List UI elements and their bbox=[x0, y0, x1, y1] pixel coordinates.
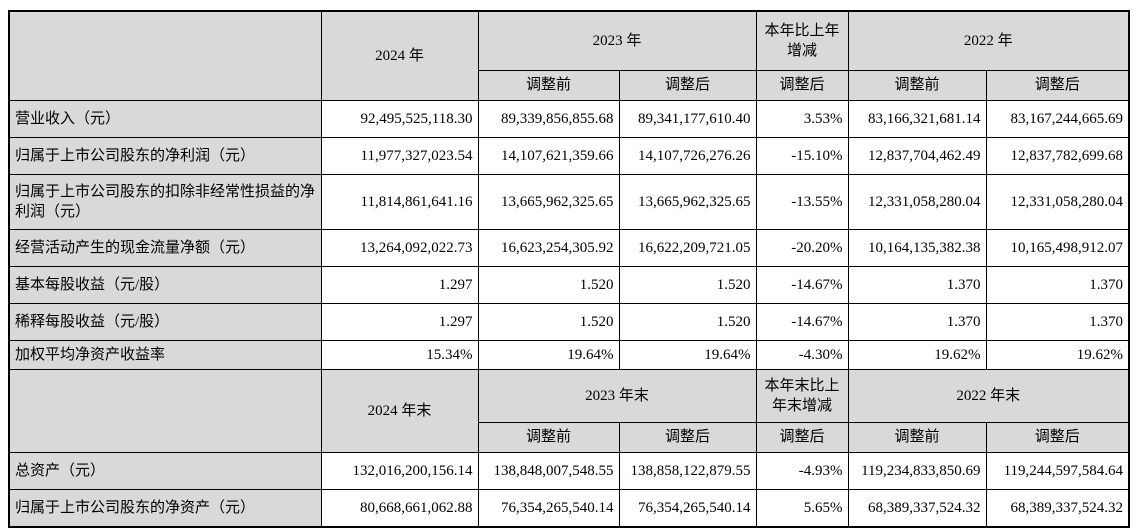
value-2022-post: 119,244,597,584.64 bbox=[985, 452, 1130, 490]
value-2024: 1.297 bbox=[320, 266, 479, 304]
header1-row-sub: 调整前 调整后 调整后 调整前 调整后 bbox=[9, 70, 1130, 101]
header2-2022-post: 调整后 bbox=[985, 422, 1130, 453]
value-2022-post: 12,331,058,280.04 bbox=[985, 174, 1130, 230]
value-2022-pre: 1.370 bbox=[847, 303, 987, 341]
header1-2022-post: 调整后 bbox=[985, 70, 1130, 101]
value-2023-post: 14,107,726,276.26 bbox=[618, 137, 757, 175]
table-row-diluted-eps: 稀释每股收益（元/股） 1.297 1.520 1.520 -14.67% 1.… bbox=[8, 303, 1130, 341]
value-2022-pre: 1.370 bbox=[847, 266, 987, 304]
value-2023-post: 138,858,122,879.55 bbox=[618, 452, 757, 490]
value-2023-post: 1.520 bbox=[618, 266, 757, 304]
value-2024: 80,668,661,062.88 bbox=[320, 489, 479, 528]
header2-row-sub: 调整前 调整后 调整后 调整前 调整后 bbox=[9, 422, 1130, 453]
value-change: -14.67% bbox=[755, 266, 849, 304]
value-2024: 92,495,525,118.30 bbox=[320, 100, 479, 138]
header2-change-post: 调整后 bbox=[755, 422, 849, 453]
value-2023-post: 76,354,265,540.14 bbox=[618, 489, 757, 528]
row-label: 归属于上市公司股东的净资产（元） bbox=[8, 489, 322, 528]
value-2024: 15.34% bbox=[320, 340, 479, 370]
value-change: -20.20% bbox=[755, 229, 849, 267]
value-2024: 132,016,200,156.14 bbox=[320, 452, 479, 490]
value-2023-post: 1.520 bbox=[618, 303, 757, 341]
header2-2022: 2022 年末 bbox=[847, 369, 1130, 423]
value-2022-pre: 12,837,704,462.49 bbox=[847, 137, 987, 175]
row-label: 经营活动产生的现金流量净额（元） bbox=[8, 229, 322, 267]
corner-blank-cell bbox=[8, 10, 322, 101]
table-row-weighted-roe: 加权平均净资产收益率 15.34% 19.64% 19.64% -4.30% 1… bbox=[8, 340, 1130, 370]
value-2024: 13,264,092,022.73 bbox=[320, 229, 479, 267]
header2-2024: 2024 年末 bbox=[320, 369, 479, 453]
row-label: 基本每股收益（元/股） bbox=[8, 266, 322, 304]
row-label: 营业收入（元） bbox=[8, 100, 322, 138]
table-row-net-profit: 归属于上市公司股东的净利润（元） 11,977,327,023.54 14,10… bbox=[8, 137, 1130, 175]
value-2023-pre: 1.520 bbox=[477, 303, 620, 341]
row-label: 加权平均净资产收益率 bbox=[8, 340, 322, 370]
value-2023-pre: 13,665,962,325.65 bbox=[477, 174, 620, 230]
value-2023-pre: 89,339,856,855.68 bbox=[477, 100, 620, 138]
value-2023-post: 89,341,177,610.40 bbox=[618, 100, 757, 138]
value-change: -4.30% bbox=[755, 340, 849, 370]
corner-blank-cell-2 bbox=[8, 369, 322, 453]
value-2022-post: 10,165,498,912.07 bbox=[985, 229, 1130, 267]
value-2024: 11,977,327,023.54 bbox=[320, 137, 479, 175]
table-row-net-profit-excl-nonrecurring: 归属于上市公司股东的扣除非经常性损益的净利润（元） 11,814,861,641… bbox=[8, 174, 1130, 230]
value-2023-post: 13,665,962,325.65 bbox=[618, 174, 757, 230]
value-2022-pre: 83,166,321,681.14 bbox=[847, 100, 987, 138]
header1-2024: 2024 年 bbox=[320, 10, 479, 101]
table-row-net-assets: 归属于上市公司股东的净资产（元） 80,668,661,062.88 76,35… bbox=[8, 489, 1130, 528]
header1-change-post: 调整后 bbox=[755, 70, 849, 101]
value-2023-pre: 19.64% bbox=[477, 340, 620, 370]
header2-2022-pre: 调整前 bbox=[847, 422, 987, 453]
value-change: 5.65% bbox=[755, 489, 849, 528]
table-row-total-assets: 总资产（元） 132,016,200,156.14 138,848,007,54… bbox=[8, 452, 1130, 490]
value-change: -13.55% bbox=[755, 174, 849, 230]
header1-2023-pre: 调整前 bbox=[477, 70, 620, 101]
header1-2022-pre: 调整前 bbox=[847, 70, 987, 101]
value-2023-pre: 1.520 bbox=[477, 266, 620, 304]
financial-summary-table: 2024 年 2023 年 本年比上年增减 2022 年 调整前 调整后 调整后… bbox=[8, 10, 1131, 528]
value-2022-post: 68,389,337,524.32 bbox=[985, 489, 1130, 528]
value-2023-pre: 138,848,007,548.55 bbox=[477, 452, 620, 490]
value-2024: 1.297 bbox=[320, 303, 479, 341]
value-2022-post: 1.370 bbox=[985, 266, 1130, 304]
table-row-revenue: 营业收入（元） 92,495,525,118.30 89,339,856,855… bbox=[8, 100, 1130, 138]
value-2023-pre: 16,623,254,305.92 bbox=[477, 229, 620, 267]
header1-2023-post: 调整后 bbox=[618, 70, 757, 101]
value-2022-pre: 68,389,337,524.32 bbox=[847, 489, 987, 528]
header2-row-top: 2024 年末 2023 年末 本年末比上年末增减 2022 年末 bbox=[8, 369, 1130, 453]
header2-2023: 2023 年末 bbox=[477, 369, 757, 423]
header1-2023: 2023 年 bbox=[477, 10, 757, 71]
row-label: 归属于上市公司股东的扣除非经常性损益的净利润（元） bbox=[8, 174, 322, 230]
header1-row-top: 2024 年 2023 年 本年比上年增减 2022 年 bbox=[8, 10, 1130, 101]
value-2022-post: 19.62% bbox=[985, 340, 1130, 370]
value-2022-post: 1.370 bbox=[985, 303, 1130, 341]
value-2023-post: 19.64% bbox=[618, 340, 757, 370]
table-row-basic-eps: 基本每股收益（元/股） 1.297 1.520 1.520 -14.67% 1.… bbox=[8, 266, 1130, 304]
header2-2023-pre: 调整前 bbox=[477, 422, 620, 453]
value-2022-post: 12,837,782,699.68 bbox=[985, 137, 1130, 175]
value-2023-post: 16,622,209,721.05 bbox=[618, 229, 757, 267]
row-label: 稀释每股收益（元/股） bbox=[8, 303, 322, 341]
value-change: -15.10% bbox=[755, 137, 849, 175]
table-row-operating-cash-flow: 经营活动产生的现金流量净额（元） 13,264,092,022.73 16,62… bbox=[8, 229, 1130, 267]
value-2022-pre: 12,331,058,280.04 bbox=[847, 174, 987, 230]
value-change: -4.93% bbox=[755, 452, 849, 490]
value-2022-post: 83,167,244,665.69 bbox=[985, 100, 1130, 138]
header2-change: 本年末比上年末增减 bbox=[755, 369, 849, 423]
header2-2023-post: 调整后 bbox=[618, 422, 757, 453]
value-2022-pre: 19.62% bbox=[847, 340, 987, 370]
value-2022-pre: 10,164,135,382.38 bbox=[847, 229, 987, 267]
value-change: 3.53% bbox=[755, 100, 849, 138]
value-2022-pre: 119,234,833,850.69 bbox=[847, 452, 987, 490]
header1-2022: 2022 年 bbox=[847, 10, 1130, 71]
header1-change: 本年比上年增减 bbox=[755, 10, 849, 71]
value-2023-pre: 14,107,621,359.66 bbox=[477, 137, 620, 175]
row-label: 归属于上市公司股东的净利润（元） bbox=[8, 137, 322, 175]
value-change: -14.67% bbox=[755, 303, 849, 341]
value-2023-pre: 76,354,265,540.14 bbox=[477, 489, 620, 528]
value-2024: 11,814,861,641.16 bbox=[320, 174, 479, 230]
row-label: 总资产（元） bbox=[8, 452, 322, 490]
